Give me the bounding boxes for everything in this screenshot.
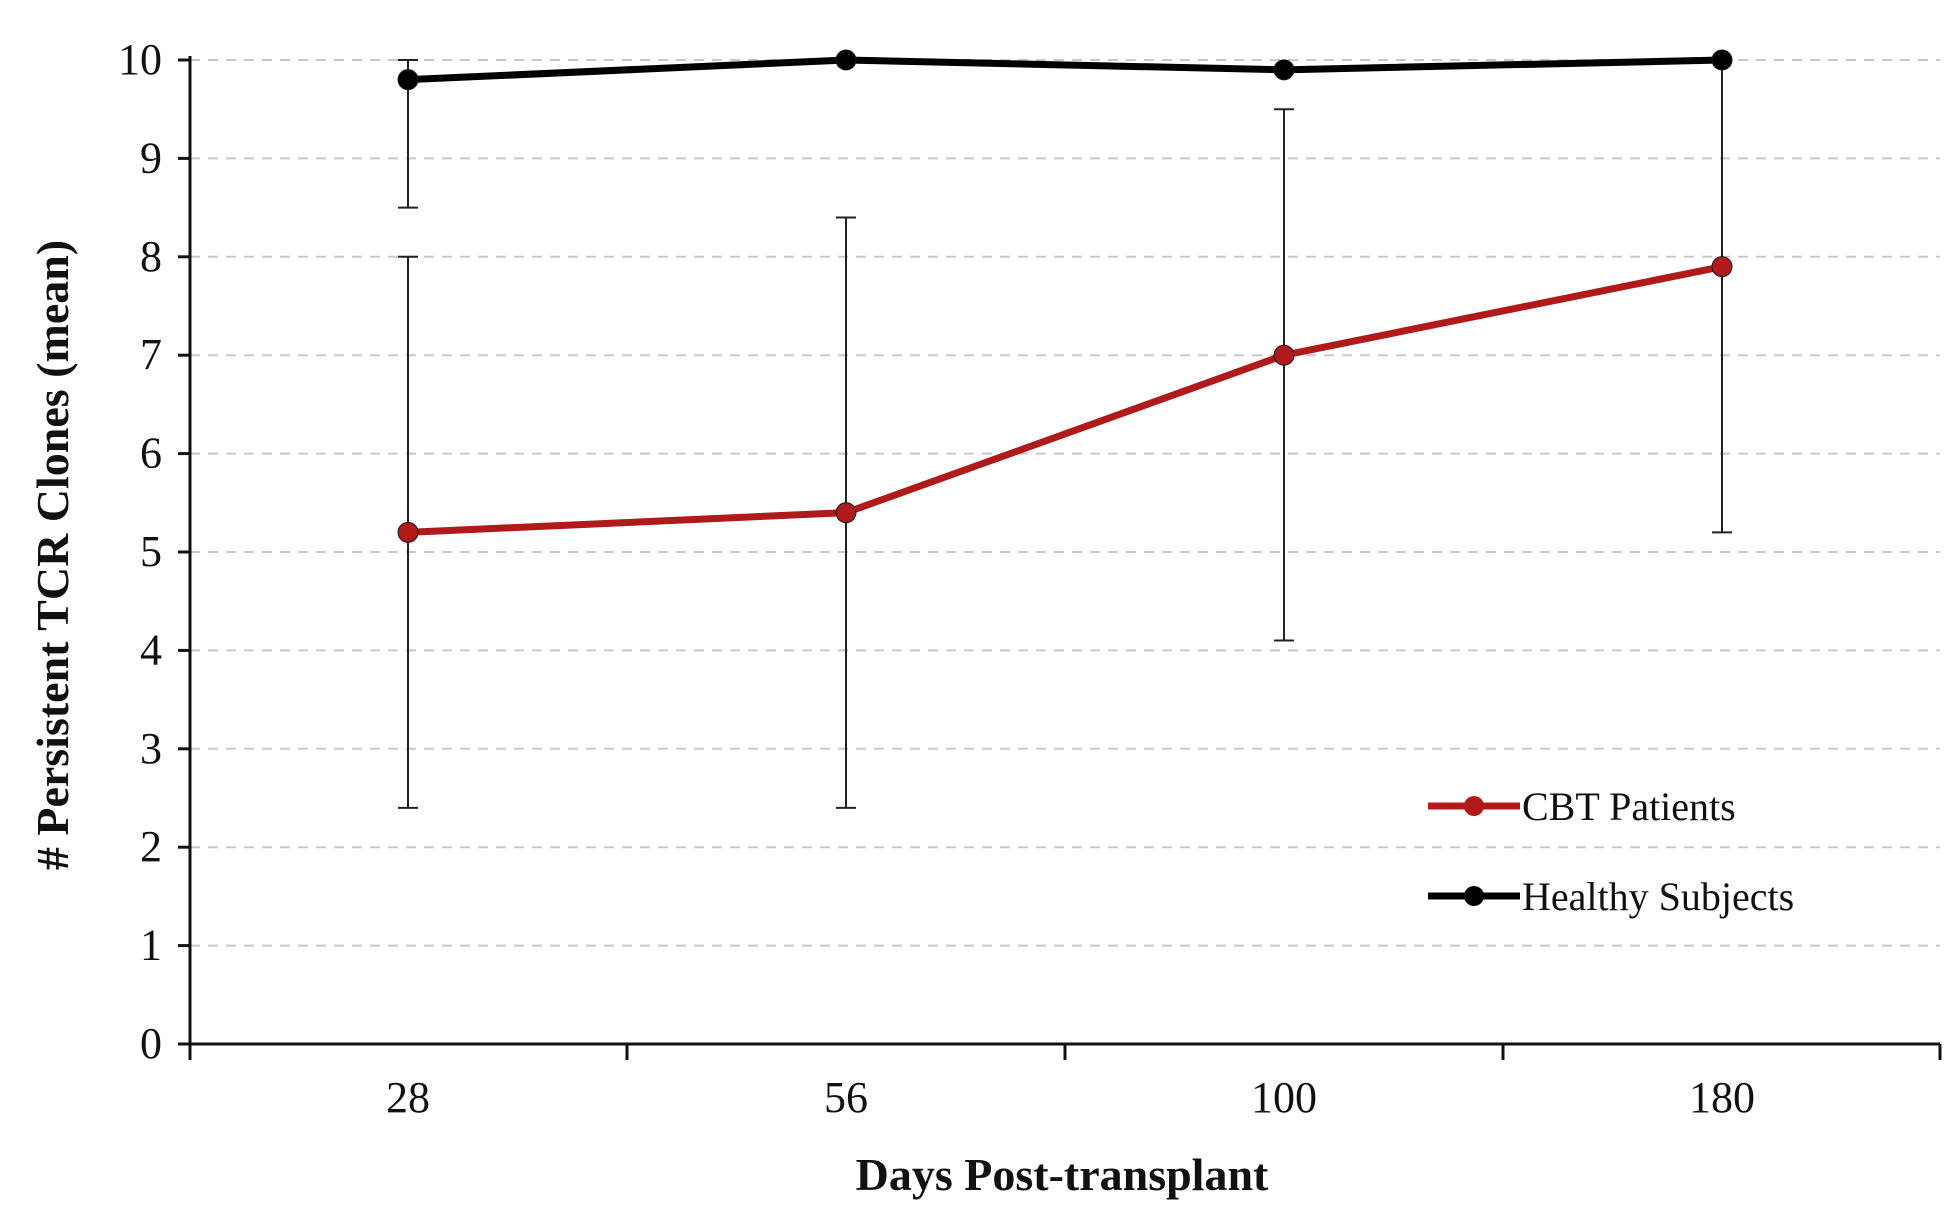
y-tick-label: 0 bbox=[140, 1019, 162, 1068]
axes bbox=[178, 56, 1942, 1060]
grid-lines bbox=[190, 59, 1940, 947]
series-cbt-patients bbox=[397, 256, 1733, 543]
y-tick-label: 6 bbox=[140, 429, 162, 478]
y-tick-label: 4 bbox=[140, 625, 162, 674]
x-tick-label: 56 bbox=[824, 1073, 868, 1122]
legend-item: CBT Patients bbox=[1428, 784, 1736, 829]
x-tick-label: 180 bbox=[1689, 1073, 1755, 1122]
data-point bbox=[397, 521, 419, 543]
data-point bbox=[397, 69, 419, 91]
y-tick-label: 1 bbox=[140, 921, 162, 970]
x-tick-label: 28 bbox=[386, 1073, 430, 1122]
y-axis-title: # Persistent TCR Clones (mean) bbox=[27, 240, 78, 870]
x-tick-label: 100 bbox=[1251, 1073, 1317, 1122]
series-lines bbox=[397, 49, 1733, 543]
y-tick-label: 8 bbox=[140, 232, 162, 281]
y-tick-label: 10 bbox=[118, 35, 162, 84]
data-point bbox=[1273, 344, 1295, 366]
data-point bbox=[835, 49, 857, 71]
legend: CBT Patients Healthy Subjects bbox=[1428, 784, 1794, 919]
legend-marker bbox=[1464, 886, 1484, 906]
data-point bbox=[1711, 49, 1733, 71]
legend-label: CBT Patients bbox=[1522, 784, 1736, 829]
y-tick-label: 2 bbox=[140, 822, 162, 871]
legend-item: Healthy Subjects bbox=[1428, 874, 1794, 919]
y-tick-label: 5 bbox=[140, 527, 162, 576]
series-line bbox=[407, 56, 1723, 84]
data-point bbox=[835, 502, 857, 524]
series-healthy-subjects bbox=[397, 49, 1733, 91]
y-tick-label: 9 bbox=[140, 133, 162, 182]
legend-label: Healthy Subjects bbox=[1522, 874, 1794, 919]
y-tick-label: 3 bbox=[140, 724, 162, 773]
legend-marker bbox=[1464, 796, 1484, 816]
y-tick-label: 7 bbox=[140, 330, 162, 379]
series-line bbox=[407, 263, 1723, 536]
data-point bbox=[1273, 59, 1295, 81]
data-point bbox=[1711, 256, 1733, 278]
x-axis-title: Days Post-transplant bbox=[856, 1149, 1269, 1200]
